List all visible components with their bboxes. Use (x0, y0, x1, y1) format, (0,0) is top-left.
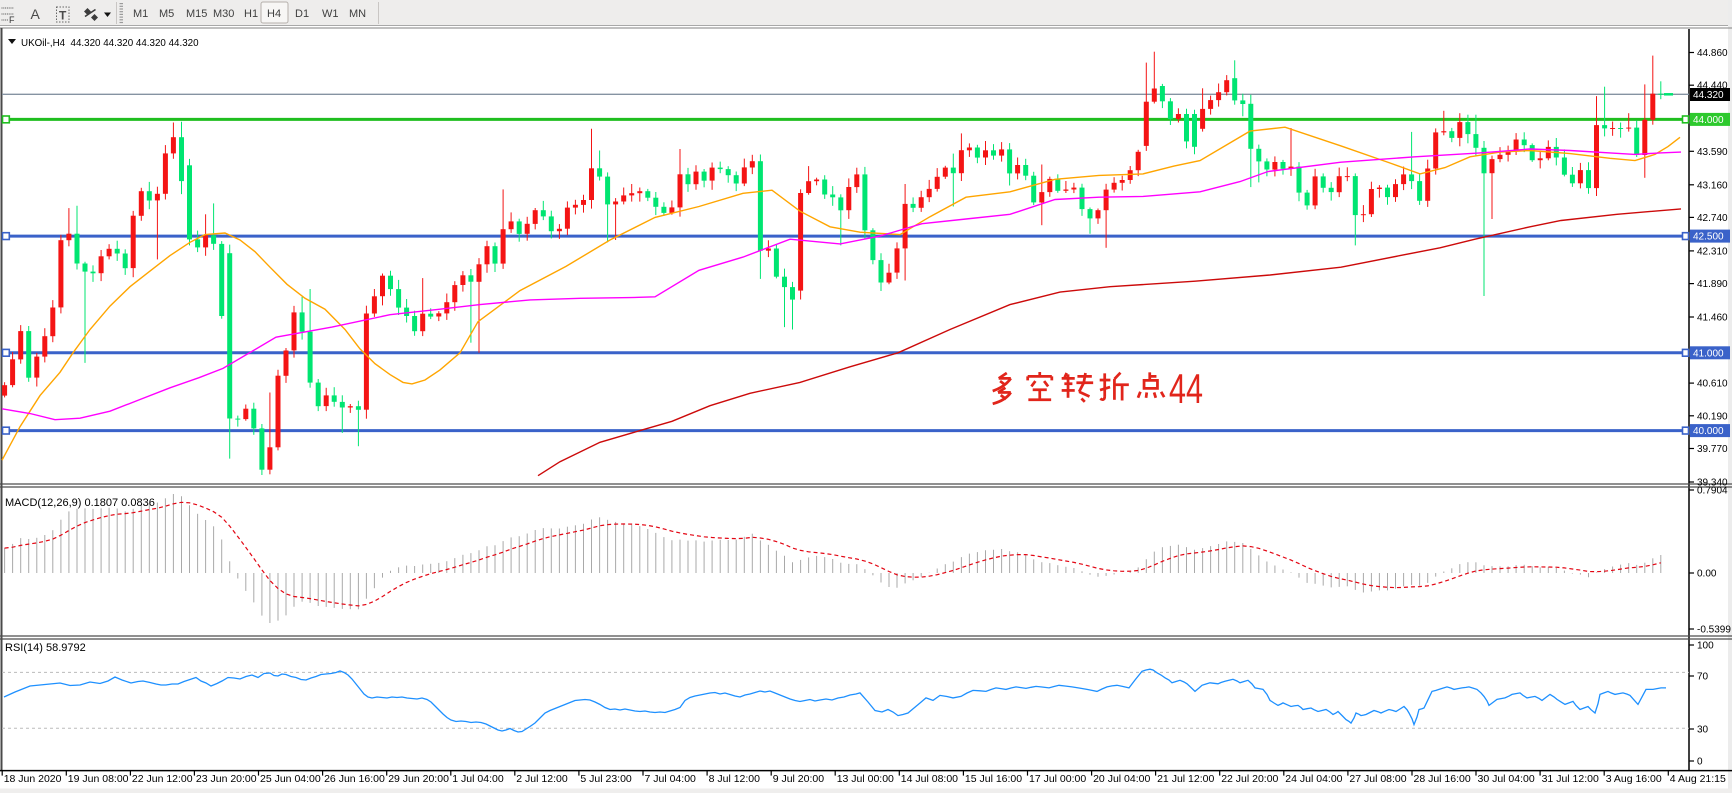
svg-text:43.160: 43.160 (1697, 180, 1728, 191)
svg-text:22 Jun 12:00: 22 Jun 12:00 (132, 773, 193, 785)
svg-text:25 Jun 04:00: 25 Jun 04:00 (260, 773, 321, 785)
svg-text:0: 0 (1697, 757, 1703, 768)
svg-text:40.190: 40.190 (1697, 411, 1728, 422)
svg-text:44: 44 (1169, 365, 1203, 412)
svg-text:21 Jul 12:00: 21 Jul 12:00 (1157, 773, 1214, 785)
svg-text:18 Jun 2020: 18 Jun 2020 (4, 773, 62, 785)
svg-text:W1: W1 (322, 8, 339, 20)
svg-text:30 Jul 04:00: 30 Jul 04:00 (1478, 773, 1535, 785)
svg-text:31 Jul 12:00: 31 Jul 12:00 (1542, 773, 1599, 785)
svg-text:14 Jul 08:00: 14 Jul 08:00 (901, 773, 958, 785)
svg-text:28 Jul 16:00: 28 Jul 16:00 (1414, 773, 1471, 785)
svg-text:19 Jun 08:00: 19 Jun 08:00 (68, 773, 129, 785)
svg-text:42.500: 42.500 (1693, 232, 1724, 243)
svg-text:42.740: 42.740 (1697, 213, 1728, 224)
svg-text:3 Aug 16:00: 3 Aug 16:00 (1606, 773, 1662, 785)
svg-text:5 Jul 23:00: 5 Jul 23:00 (580, 773, 632, 785)
svg-text:M30: M30 (213, 8, 234, 20)
svg-text:44.860: 44.860 (1697, 48, 1728, 59)
svg-text:MACD(12,26,9) 0.1807 0.0836: MACD(12,26,9) 0.1807 0.0836 (5, 497, 155, 509)
svg-text:44.440: 44.440 (1697, 81, 1728, 92)
svg-text:42.310: 42.310 (1697, 246, 1728, 257)
svg-text:1 Jul 04:00: 1 Jul 04:00 (452, 773, 504, 785)
svg-text:41.890: 41.890 (1697, 279, 1728, 290)
svg-text:RSI(14) 58.9792: RSI(14) 58.9792 (5, 642, 86, 654)
svg-text:41.460: 41.460 (1697, 313, 1728, 324)
svg-text:UKOil-,H4 44.320 44.320 44.32: UKOil-,H4 44.320 44.320 44.320 44.320 (21, 38, 199, 49)
svg-text:8 Jul 12:00: 8 Jul 12:00 (709, 773, 761, 785)
svg-text:M1: M1 (133, 8, 148, 20)
svg-text:40.000: 40.000 (1693, 426, 1724, 437)
svg-text:MN: MN (349, 8, 366, 20)
svg-text:39.340: 39.340 (1697, 478, 1728, 489)
svg-text:100: 100 (1697, 641, 1714, 652)
svg-text:13 Jul 00:00: 13 Jul 00:00 (837, 773, 894, 785)
svg-text:20 Jul 04:00: 20 Jul 04:00 (1093, 773, 1150, 785)
svg-text:23 Jun 20:00: 23 Jun 20:00 (196, 773, 257, 785)
svg-text:0.00: 0.00 (1697, 569, 1717, 580)
svg-text:15 Jul 16:00: 15 Jul 16:00 (965, 773, 1022, 785)
svg-text:29 Jun 20:00: 29 Jun 20:00 (388, 773, 449, 785)
svg-text:27 Jul 08:00: 27 Jul 08:00 (1349, 773, 1406, 785)
svg-text:24 Jul 04:00: 24 Jul 04:00 (1285, 773, 1342, 785)
svg-text:26 Jun 16:00: 26 Jun 16:00 (324, 773, 385, 785)
svg-text:22 Jul 20:00: 22 Jul 20:00 (1221, 773, 1278, 785)
svg-text:A: A (31, 6, 41, 22)
svg-text:F: F (9, 15, 15, 25)
svg-text:M15: M15 (186, 8, 207, 20)
svg-text:H1: H1 (244, 8, 258, 20)
svg-text:41.000: 41.000 (1693, 348, 1724, 359)
svg-text:40.610: 40.610 (1697, 379, 1728, 390)
svg-text:70: 70 (1697, 672, 1709, 683)
svg-text:T: T (59, 9, 67, 23)
svg-text:D1: D1 (295, 8, 309, 20)
svg-text:44.320: 44.320 (1693, 90, 1724, 101)
svg-text:9 Jul 20:00: 9 Jul 20:00 (773, 773, 825, 785)
svg-text:4 Aug 21:15: 4 Aug 21:15 (1670, 773, 1726, 785)
svg-text:H4: H4 (267, 8, 281, 20)
svg-text:0.7904: 0.7904 (1697, 486, 1728, 497)
svg-text:-0.5399: -0.5399 (1697, 625, 1731, 636)
svg-text:2 Jul 12:00: 2 Jul 12:00 (516, 773, 568, 785)
svg-text:7 Jul 04:00: 7 Jul 04:00 (645, 773, 697, 785)
svg-text:30: 30 (1697, 725, 1709, 736)
svg-text:44.000: 44.000 (1693, 115, 1724, 126)
svg-text:43.590: 43.590 (1697, 147, 1728, 158)
svg-text:17 Jul 00:00: 17 Jul 00:00 (1029, 773, 1086, 785)
svg-text:M5: M5 (159, 8, 174, 20)
svg-text:39.770: 39.770 (1697, 444, 1728, 455)
